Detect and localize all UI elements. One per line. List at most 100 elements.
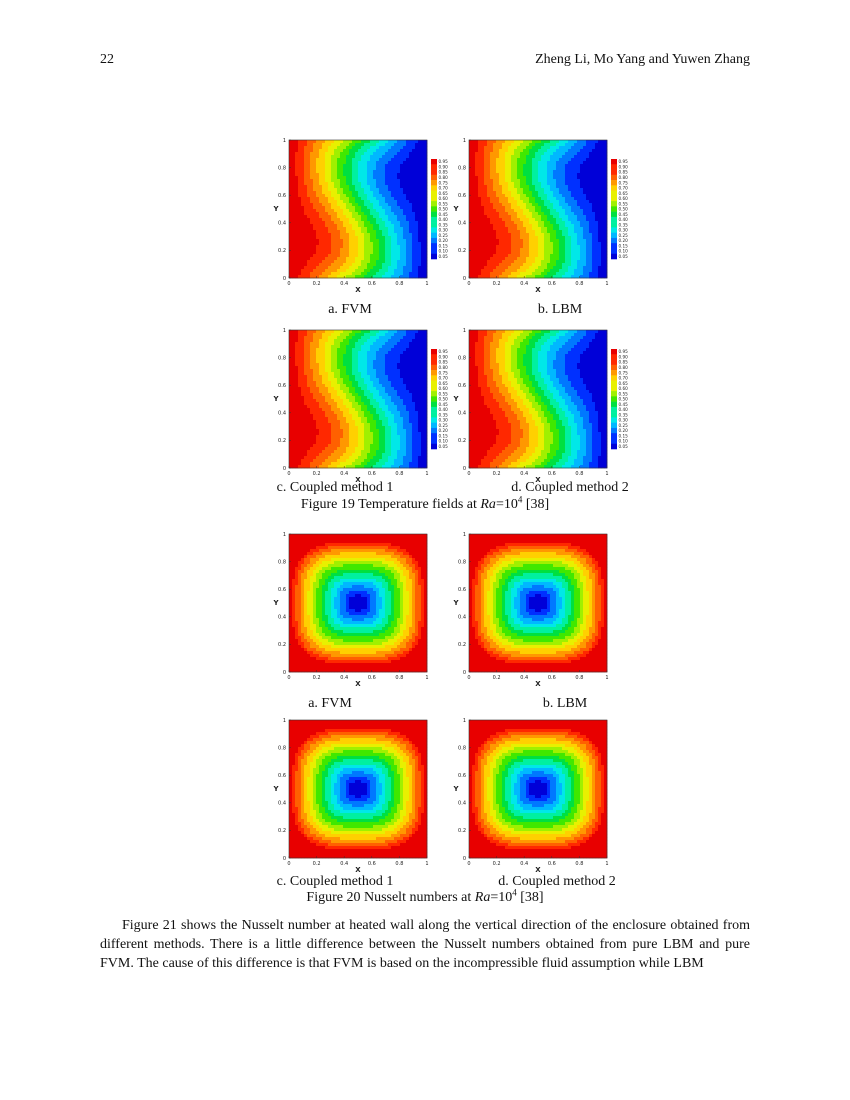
temperature-contour-svg: 0 0.2 0.4 0.6 0.8 100.20.40.60.81XY0.950.900.… <box>452 138 629 294</box>
x-axis-label: X <box>355 866 361 874</box>
colorbar-label: 0.70 <box>619 186 629 191</box>
fig19-caption-d: d. Coupled method 2 <box>511 480 629 495</box>
y-tick-label: 0.8 <box>278 559 286 565</box>
colorbar-label: 0.60 <box>439 386 449 391</box>
y-tick-label: 0.2 <box>278 642 286 648</box>
x-tick-label: 1 <box>425 675 428 681</box>
colorbar-label: 0.80 <box>439 175 449 180</box>
colorbar-label: 0.05 <box>619 254 629 259</box>
temperature-plot-coupled-1: 0 0.2 0.4 0.6 0.8 1 0 0.2 0.4 0.6 0.8 1 X Y 0.95 0.90 0.… <box>272 320 452 484</box>
colorbar-label: 0.40 <box>439 217 449 222</box>
x-tick-label: 0.4 <box>340 675 348 681</box>
colorbar-label: 0.40 <box>439 407 449 412</box>
x-tick-label: 0.6 <box>548 861 556 867</box>
x-axis-label: X <box>535 286 541 294</box>
colorbar-swatch <box>611 375 617 381</box>
x-tick-label: 0.4 <box>340 861 348 867</box>
y-tick-label: 0.2 <box>458 828 466 834</box>
x-tick-label: 0.6 <box>368 281 376 287</box>
colorbar-label: 0.60 <box>619 386 629 391</box>
y-tick-label: 0.8 <box>458 745 466 751</box>
x-tick-label: 0.8 <box>395 861 403 867</box>
x-tick-label: 0 <box>287 281 290 287</box>
y-tick-label: 0.8 <box>458 165 466 171</box>
colorbar-swatch <box>611 216 617 223</box>
colorbar-swatch <box>431 185 437 191</box>
colorbar-swatch <box>611 370 617 376</box>
colorbar-swatch <box>611 443 617 450</box>
colorbar-swatch <box>431 211 437 218</box>
colorbar-label: 0.75 <box>619 370 629 375</box>
y-axis-label: Y <box>272 395 279 403</box>
colorbar-label: 0.50 <box>619 207 629 212</box>
y-axis-label: Y <box>452 599 459 607</box>
colorbar-swatch <box>611 232 617 239</box>
y-axis-label: Y <box>452 205 459 213</box>
y-tick-label: 1 <box>463 718 466 724</box>
colorbar-label: 0.45 <box>619 402 629 407</box>
colorbar-label: 0.95 <box>619 159 629 164</box>
x-tick-label: 0.2 <box>313 281 321 287</box>
colorbar-label: 0.65 <box>619 191 629 196</box>
contour-fill <box>469 534 608 673</box>
colorbar-label: 0.95 <box>439 159 449 164</box>
x-tick-label: 0.4 <box>340 281 348 287</box>
x-tick-label: 0.4 <box>520 471 528 477</box>
colorbar-swatch <box>611 174 617 181</box>
colorbar-swatch <box>431 216 437 223</box>
running-authors: Zheng Li, Mo Yang and Yuwen Zhang <box>535 52 750 67</box>
x-tick-label: 0 <box>467 675 470 681</box>
colorbar-swatch <box>611 248 617 255</box>
colorbar-swatch <box>431 206 437 212</box>
colorbar-label: 0.15 <box>619 433 629 438</box>
nusselt-contour-svg: 0 0.2 0.4 0.6 0.8 1 0 0.2 0.4 0.6 0.8 1 X Y <box>452 532 608 688</box>
colorbar-swatch <box>431 232 437 239</box>
plot-frame <box>468 533 608 673</box>
colorbar-swatch <box>611 349 617 355</box>
colorbar-swatch <box>431 359 437 366</box>
y-axis-label: Y <box>272 205 279 213</box>
colorbar-label: 0.20 <box>619 428 629 433</box>
colorbar-swatch <box>431 190 437 197</box>
colorbar-swatch <box>611 417 617 423</box>
colorbar-label: 0.60 <box>439 196 449 201</box>
colorbar-label: 0.30 <box>439 228 449 233</box>
body-paragraph: Figure 21 shows the Nusselt number at he… <box>100 918 750 971</box>
colorbar-swatch <box>611 364 617 371</box>
y-tick-label: 0 <box>283 856 286 862</box>
y-tick-label: 0.6 <box>278 587 286 593</box>
temperature-plot-fvm: 0 0.2 0.4 0.6 0.8 1 0 0.2 0.4 0.6 0.8 1 X Y 0.95 0.90 0.… <box>272 130 452 294</box>
colorbar-swatch <box>611 222 617 228</box>
colorbar-label: 0.15 <box>439 433 449 438</box>
colorbar-swatch <box>431 417 437 423</box>
colorbar-swatch <box>611 206 617 212</box>
contour-fill <box>289 534 428 673</box>
figure-19-caption: Figure 19 Temperature fields at Ra=104 [… <box>300 494 550 512</box>
contour-fill <box>289 140 428 279</box>
x-tick-label: 0.6 <box>368 471 376 477</box>
y-tick-label: 0.6 <box>458 193 466 199</box>
colorbar-label: 0.50 <box>439 207 449 212</box>
nusselt-contour-svg: 0 0.2 0.4 0.6 0.8 1 0 0.2 0.4 0.6 0.8 1 X Y <box>272 532 428 688</box>
contour-fill <box>289 330 428 469</box>
colorbar-label: 0.55 <box>619 391 629 396</box>
colorbar-label: 0.65 <box>619 381 629 386</box>
x-tick-label: 0.4 <box>520 281 528 287</box>
colorbar-label: 0.90 <box>619 354 629 359</box>
colorbar-swatch <box>431 159 437 165</box>
x-tick-label: 0 <box>287 675 290 681</box>
y-tick-label: 0 <box>463 670 466 676</box>
x-tick-label: 0.8 <box>575 861 583 867</box>
y-axis-label: Y <box>272 599 279 607</box>
x-tick-label: 0.6 <box>548 675 556 681</box>
colorbar-label: 0.30 <box>619 418 629 423</box>
nusselt-contour-svg: 0 0.2 0.4 0.6 0.8 1 0 0.2 0.4 0.6 0.8 1 X Y <box>452 718 608 874</box>
x-tick-label: 0.2 <box>313 471 321 477</box>
x-tick-label: 0.6 <box>368 861 376 867</box>
colorbar-label: 0.55 <box>619 201 629 206</box>
y-tick-label: 0.2 <box>278 248 286 254</box>
y-tick-label: 1 <box>283 138 286 144</box>
x-tick-label: 0.8 <box>395 675 403 681</box>
colorbar-label: 0.25 <box>439 423 449 428</box>
colorbar-label: 0.60 <box>619 196 629 201</box>
